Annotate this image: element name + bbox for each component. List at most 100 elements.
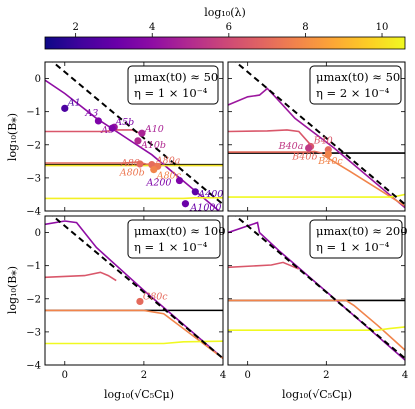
series-line [45, 197, 223, 200]
marker-point [138, 129, 146, 137]
colorbar: log₁₀(λ) 2 4 6 8 10 [44, 6, 406, 50]
parameter-text: η = 1 × 10⁻⁴ [316, 240, 390, 254]
marker-point [150, 166, 158, 174]
parameter-box: μmax(t0) ≈ 200 η = 1 × 10⁻⁴ [309, 219, 408, 259]
series-line [45, 309, 223, 360]
y-axis-title-bottom: log₁₀(B⁎) [6, 266, 19, 314]
marker-point [136, 160, 144, 168]
dashed-boundary-line [51, 62, 223, 206]
parameter-text: μmax(t0) ≈ 50 [316, 70, 400, 84]
marker-label: B40c [317, 156, 343, 167]
series-line [228, 261, 300, 270]
marker-label: A200 [145, 178, 171, 189]
panel-frame [44, 215, 224, 366]
panel-frame [227, 61, 406, 212]
dashed-boundary-line [234, 216, 405, 360]
series-line [228, 326, 405, 331]
colorbar-label: log₁₀(λ) [204, 6, 246, 19]
parameter-box: μmax(t0) ≈ 50 η = 1 × 10⁻⁴ [127, 65, 219, 105]
x-tick-label: 4 [220, 370, 226, 381]
series-line [45, 220, 223, 360]
colorbar-tick-label: 8 [302, 22, 308, 33]
marker-label: B40 [313, 135, 333, 146]
plot-area [228, 216, 405, 361]
series-line [228, 129, 312, 146]
marker-point [108, 124, 116, 132]
marker-label: A80 [120, 158, 140, 169]
colorbar-tick-label: 4 [149, 22, 155, 33]
colorbar-tick-label: 6 [226, 22, 232, 33]
marker-point [181, 200, 190, 208]
marker-label: A10b [140, 140, 166, 151]
panel-bottom-left: C80c 0 −1 −2 −3 −4 0 2 4 μmax(t0) ≈ 100 η = 1 × 10… [26, 215, 226, 381]
plot-area: C80c [45, 216, 223, 360]
x-axis-title-left: log₁₀(√C₅Cμ) [104, 388, 174, 401]
marker-label: A10 [144, 124, 164, 135]
marker-point [134, 137, 142, 145]
colorbar-tick-label: 2 [72, 22, 78, 33]
marker-label: A3 [84, 108, 98, 119]
y-tick-label: −3 [26, 173, 41, 184]
parameter-text: η = 2 × 10⁻⁴ [316, 86, 390, 100]
x-tick-label: 0 [244, 370, 250, 381]
y-tick-label: −3 [26, 327, 41, 338]
marker-label: A80a [155, 156, 181, 167]
dashed-boundary-line [51, 216, 223, 360]
series-line [45, 340, 223, 345]
y-tick-label: −2 [26, 294, 41, 305]
series-line [228, 299, 405, 351]
y-tick-label: −1 [26, 107, 41, 118]
y-axis-title-top: log₁₀(B⁎) [6, 113, 19, 161]
marker-label: A5 [100, 125, 114, 136]
x-axis-title-right: log₁₀(√C₅Cμ) [282, 388, 352, 401]
y-tick-label: 0 [35, 228, 41, 239]
marker-label: B40a [278, 141, 304, 152]
marker-label: A5b [114, 117, 134, 128]
y-tick-label: −4 [26, 207, 41, 218]
parameter-text: μmax(t0) ≈ 100 [134, 224, 226, 238]
parameter-text: η = 1 × 10⁻⁴ [134, 240, 208, 254]
colorbar-tick-label: 10 [376, 22, 389, 33]
x-tick-label: 4 [402, 370, 408, 381]
dashed-boundary-line [234, 62, 405, 206]
marker-point [191, 188, 199, 196]
marker-label: B40b [291, 152, 317, 163]
colorbar-bar [44, 36, 406, 50]
marker-point [324, 150, 332, 158]
panel-bottom-right: 0 2 4 μmax(t0) ≈ 200 η = 1 × 10⁻⁴ [227, 215, 408, 381]
colorbar-ticks: 2 4 6 8 10 [72, 22, 388, 37]
marker-label: A1000 [189, 203, 221, 214]
marker-point [61, 104, 69, 112]
marker-label: A1 [67, 97, 81, 108]
x-tick-label: 2 [323, 370, 329, 381]
parameter-text: η = 1 × 10⁻⁴ [134, 86, 208, 100]
marker-point [136, 297, 144, 306]
parameter-box: μmax(t0) ≈ 50 η = 2 × 10⁻⁴ [309, 65, 402, 105]
y-tick-label: −4 [26, 361, 41, 372]
y-tick-label: −1 [26, 261, 41, 272]
series-line [45, 129, 141, 134]
y-tick-label: −2 [26, 140, 41, 151]
series-line [228, 193, 405, 198]
series-line [45, 271, 117, 282]
parameter-box: μmax(t0) ≈ 100 η = 1 × 10⁻⁴ [127, 219, 226, 259]
marker-label: C80c [143, 291, 168, 302]
series-line [228, 150, 323, 154]
x-tick-label: 0 [62, 370, 68, 381]
y-tick-label: 0 [35, 74, 41, 85]
panel-frame [44, 61, 224, 212]
parameter-text: μmax(t0) ≈ 200 [316, 224, 408, 238]
marker-label: A400 [197, 189, 223, 200]
panel-frame [227, 215, 406, 366]
marker-label: A80b [119, 167, 145, 178]
marker-point [305, 144, 313, 152]
parameter-text: μmax(t0) ≈ 50 [134, 70, 218, 84]
marker-point [175, 176, 184, 185]
marker-label: A80c [156, 171, 182, 182]
marker-point [94, 117, 102, 125]
